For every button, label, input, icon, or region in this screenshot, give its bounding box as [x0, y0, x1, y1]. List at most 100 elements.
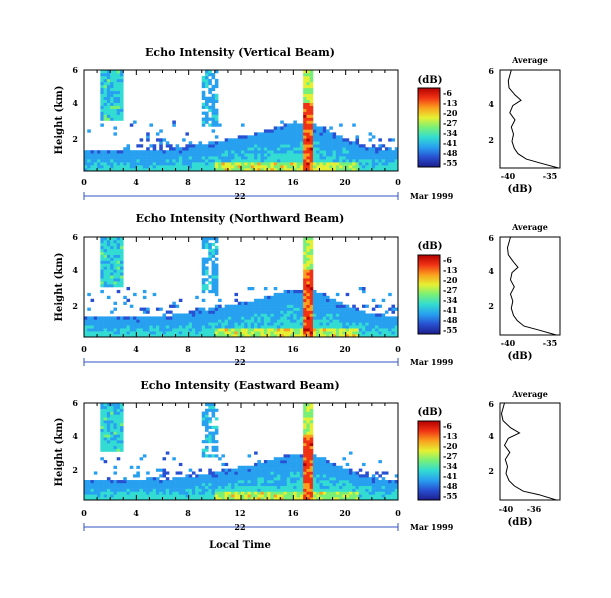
heatmap-cell — [129, 316, 134, 320]
heatmap-cell — [299, 304, 304, 308]
heatmap-cell — [332, 298, 337, 302]
heatmap-cell — [322, 485, 327, 489]
heatmap-cell — [123, 162, 127, 166]
heatmap-cell — [139, 159, 144, 163]
heatmap-cell — [260, 156, 265, 160]
heatmap-cell — [110, 70, 114, 74]
heatmap-cell — [375, 153, 379, 157]
heatmap-cell — [214, 275, 219, 279]
heatmap-cell — [241, 301, 245, 305]
heatmap-cell — [113, 301, 118, 305]
heatmap-cell — [165, 477, 170, 481]
heatmap-cell — [273, 292, 278, 297]
heatmap-cell — [257, 480, 261, 484]
heatmap-cell — [90, 165, 95, 169]
heatmap-cell — [290, 165, 294, 169]
heatmap-cell — [149, 482, 153, 487]
heatmap-cell — [365, 165, 369, 169]
heatmap-cell — [348, 474, 353, 478]
heatmap-cell — [113, 257, 118, 261]
heatmap-cell — [293, 126, 297, 130]
heatmap-cell — [205, 497, 209, 501]
heatmap-cell — [303, 319, 307, 323]
heatmap-cell — [332, 494, 337, 498]
heatmap-cell — [270, 474, 275, 478]
heatmap-cell — [309, 150, 314, 154]
heatmap-cell — [371, 482, 376, 487]
heatmap-cell — [211, 328, 216, 332]
heatmap-cell — [116, 488, 121, 492]
heatmap-cell — [116, 411, 121, 415]
heatmap-cell — [384, 162, 389, 166]
heatmap-cell — [208, 70, 212, 74]
heatmap-cell — [191, 168, 196, 172]
heatmap-cell — [133, 316, 137, 320]
heatmap-cell — [276, 159, 281, 163]
heatmap-cell — [303, 75, 307, 80]
heatmap-cell — [205, 96, 209, 101]
heatmap-cell — [335, 328, 340, 332]
heatmap-cell — [362, 313, 366, 317]
heatmap-cell — [214, 257, 219, 261]
heatmap-cell — [123, 322, 127, 326]
heatmap-cell — [155, 325, 160, 329]
heatmap-cell — [195, 494, 199, 498]
heatmap-cell — [326, 319, 330, 323]
heatmap-cell — [119, 75, 124, 80]
heatmap-cell — [286, 471, 291, 475]
heatmap-cell — [319, 162, 324, 166]
heatmap-cell — [100, 105, 104, 109]
heatmap-cell — [214, 272, 219, 276]
heatmap-cell — [97, 319, 101, 323]
heatmap-cell — [205, 445, 209, 449]
heatmap-cell — [260, 304, 265, 308]
heatmap-cell — [110, 153, 114, 157]
heatmap-cell — [84, 162, 88, 166]
heatmap-cell — [293, 457, 297, 461]
heatmap-cell — [280, 162, 284, 166]
heatmap-cell — [329, 334, 333, 338]
heatmap-title: Echo Intensity (Eastward Beam) — [140, 379, 339, 392]
heatmap-cell — [319, 126, 324, 130]
heatmap-cell — [149, 144, 153, 148]
heatmap-cell — [326, 477, 330, 481]
heatmap-cell — [306, 81, 310, 86]
heatmap-cell — [290, 295, 294, 300]
heatmap-cell — [290, 153, 294, 157]
heatmap-cell — [283, 334, 288, 338]
heatmap-cell — [391, 491, 396, 495]
heatmap-cell — [312, 491, 317, 495]
heatmap-cell — [247, 165, 252, 169]
heatmap-cell — [84, 325, 88, 329]
heatmap-cell — [322, 159, 327, 163]
heatmap-cell — [358, 153, 363, 157]
heatmap-cell — [106, 480, 111, 484]
heatmap-cell — [280, 457, 284, 461]
heatmap-cell — [384, 325, 389, 329]
heatmap-cell — [384, 310, 389, 314]
heatmap-cell — [352, 153, 356, 157]
heatmap-cell — [309, 237, 314, 241]
heatmap-cell — [257, 322, 261, 326]
heatmap-cell — [306, 301, 310, 305]
heatmap-cell — [119, 428, 124, 432]
heatmap-cell — [185, 331, 189, 335]
heatmap-cell — [84, 165, 88, 169]
heatmap-cell — [113, 445, 118, 449]
heatmap-cell — [214, 251, 219, 255]
heatmap-cell — [342, 138, 346, 142]
heatmap-cell — [312, 460, 317, 464]
heatmap-cell — [306, 307, 310, 311]
heatmap-cell — [208, 251, 212, 255]
heatmap-cell — [201, 440, 206, 444]
heatmap-cell — [152, 144, 157, 148]
heatmap-cell — [283, 313, 288, 317]
heatmap-cell — [270, 485, 275, 489]
heatmap-cell — [113, 239, 118, 244]
heatmap-cell — [214, 454, 219, 458]
heatmap-cell — [280, 168, 284, 172]
heatmap-cell — [312, 159, 317, 163]
heatmap-cell — [329, 313, 333, 317]
heatmap-cell — [188, 494, 193, 498]
heatmap-cell — [270, 301, 275, 305]
